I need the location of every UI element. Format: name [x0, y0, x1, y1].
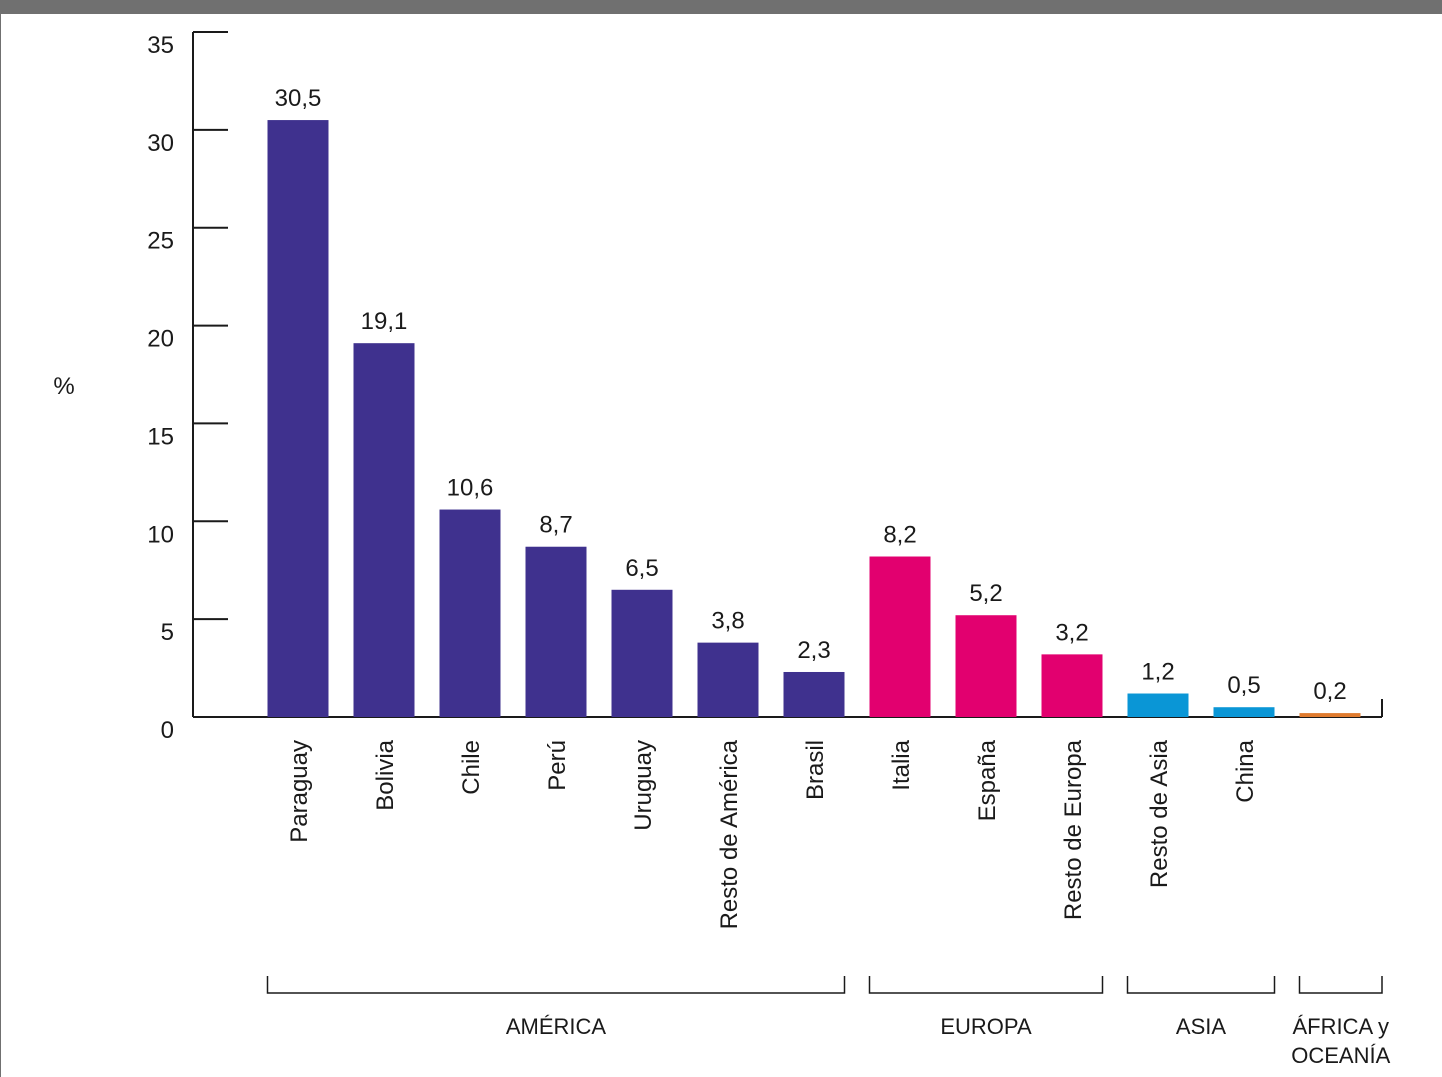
group-label: OCEANÍA [1291, 1043, 1390, 1068]
bars [267, 120, 1361, 718]
value-labels: 30,5 19,1 10,6 8,7 6,5 3,8 2,3 8,2 5,2 3,2 1,2 0,5 0… [275, 85, 1347, 705]
y-tick-label: 20 [147, 326, 174, 353]
left-border [0, 14, 1, 1077]
category-label: China [1232, 739, 1259, 802]
bar [1041, 654, 1103, 717]
bar [525, 546, 587, 717]
bar-value-label: 0,2 [1313, 678, 1346, 705]
bar-value-label: 5,2 [969, 580, 1002, 607]
category-label: Italia [888, 739, 915, 790]
category-label: Uruguay [630, 740, 657, 831]
bar-value-label: 3,8 [711, 608, 744, 635]
bar [267, 120, 329, 718]
bar-value-label: 10,6 [447, 475, 494, 502]
bar [869, 556, 931, 717]
bar [439, 509, 501, 717]
category-labels: Paraguay Bolivia Chile Perú Uruguay Resto de … [286, 739, 1259, 929]
bar-value-label: 3,2 [1055, 619, 1088, 646]
bar [1213, 707, 1275, 717]
group-bracket [1298, 976, 1383, 994]
bar [353, 343, 415, 717]
y-tick-label: 10 [147, 521, 174, 548]
group-bracket [1126, 976, 1276, 994]
category-label: Resto de Asia [1146, 739, 1173, 888]
group-bracket [868, 976, 1104, 994]
top-bar [0, 0, 1442, 14]
y-tick-label: 15 [147, 423, 174, 450]
bar-value-label: 6,5 [625, 555, 658, 582]
bar [697, 642, 759, 717]
bar [611, 589, 673, 717]
bar [783, 671, 845, 717]
bar [1299, 713, 1361, 717]
bar-value-label: 0,5 [1227, 672, 1260, 699]
category-label: Bolivia [372, 739, 399, 810]
category-label: Brasil [802, 740, 829, 800]
category-label: España [974, 739, 1001, 821]
y-tick-label: 30 [147, 130, 174, 157]
group-label: ÁFRICA y [1292, 1014, 1389, 1039]
bar [955, 615, 1017, 717]
category-label: Chile [458, 740, 485, 795]
y-axis: 0 5 10 15 20 25 30 35 [147, 31, 228, 744]
bar-value-label: 8,2 [883, 522, 916, 549]
category-label: Resto de Europa [1060, 739, 1087, 920]
bar-value-label: 1,2 [1141, 659, 1174, 686]
y-tick-label: 25 [147, 228, 174, 255]
group-label: AMÉRICA [506, 1014, 607, 1039]
group-brackets: AMÉRICA EUROPA ASIA ÁFRICA y OCEANÍA [266, 976, 1391, 1068]
bar-value-label: 8,7 [539, 512, 572, 539]
y-tick-label: 35 [147, 32, 174, 59]
y-tick-label: 5 [161, 619, 174, 646]
category-label: Perú [544, 740, 571, 791]
y-tick-label: 0 [161, 717, 174, 744]
bar-value-label: 30,5 [275, 85, 322, 112]
bar-value-label: 2,3 [797, 637, 830, 664]
group-label: ASIA [1176, 1014, 1226, 1039]
group-bracket [266, 976, 846, 994]
y-axis-title: % [53, 373, 74, 400]
bar-value-label: 19,1 [361, 308, 408, 335]
category-label: Resto de América [716, 739, 743, 929]
category-label: Paraguay [286, 740, 313, 843]
bar [1127, 693, 1189, 717]
group-label: EUROPA [940, 1014, 1032, 1039]
